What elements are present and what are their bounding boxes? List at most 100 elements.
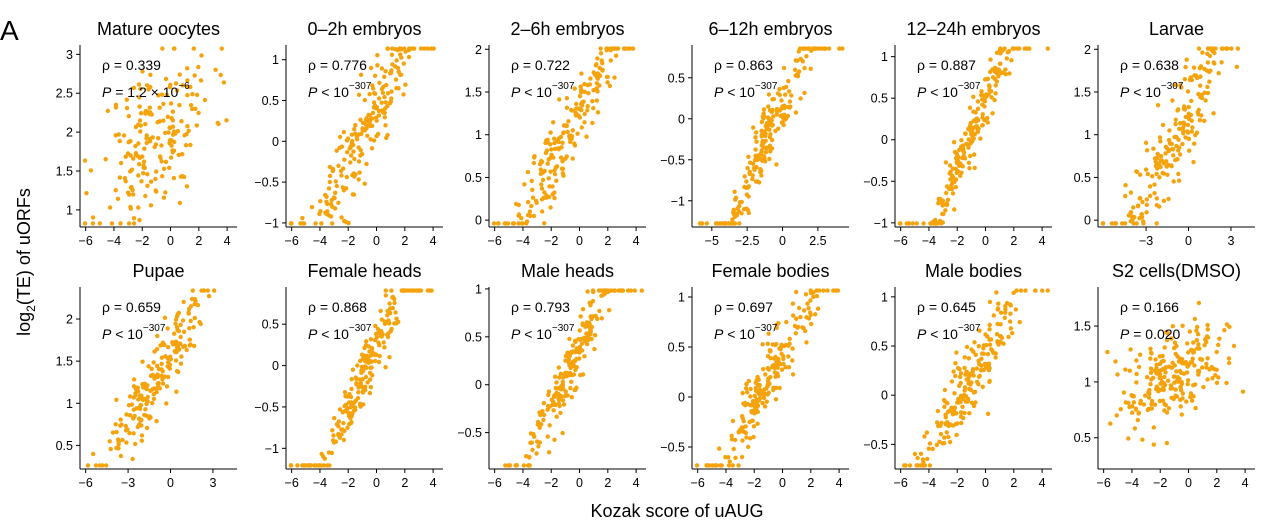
data-point xyxy=(978,93,984,98)
y-tick-label: 0 xyxy=(1084,214,1091,228)
data-point xyxy=(588,76,593,81)
data-point xyxy=(1204,361,1209,367)
data-point xyxy=(185,66,190,71)
data-point xyxy=(945,409,951,415)
data-point xyxy=(113,188,118,193)
data-point xyxy=(1105,349,1110,355)
data-point xyxy=(129,167,135,172)
data-point xyxy=(1177,145,1182,150)
data-point xyxy=(993,91,998,96)
data-point xyxy=(327,179,332,185)
data-point xyxy=(545,137,550,142)
x-tick-label: −2 xyxy=(1153,476,1167,490)
data-point xyxy=(958,399,963,405)
data-point xyxy=(137,104,142,109)
data-point xyxy=(375,53,380,58)
data-point xyxy=(745,165,750,171)
data-point xyxy=(177,72,182,77)
data-point xyxy=(383,106,388,111)
data-point xyxy=(522,182,527,187)
data-point xyxy=(1130,394,1135,399)
data-point xyxy=(1165,331,1171,336)
data-point xyxy=(1009,58,1014,63)
panel-8: Female heads−1−0.500.5−6 −4 −2 0 2 4ρ = 0.868… xyxy=(254,261,443,490)
data-point xyxy=(1203,98,1208,103)
data-point xyxy=(1235,46,1241,51)
data-point xyxy=(600,68,605,73)
data-point xyxy=(392,300,397,306)
data-point xyxy=(622,46,627,51)
data-point xyxy=(372,337,378,343)
data-point xyxy=(359,131,364,137)
data-point xyxy=(565,129,570,135)
scatter-points xyxy=(85,288,217,468)
data-point xyxy=(587,82,593,87)
data-point xyxy=(1212,367,1218,372)
data-point xyxy=(975,99,981,104)
data-point xyxy=(136,82,142,87)
data-point xyxy=(560,398,566,403)
data-point xyxy=(155,120,160,125)
data-point xyxy=(354,381,359,386)
data-point xyxy=(382,110,387,115)
data-point xyxy=(123,179,128,184)
y-tick-label: 0.5 xyxy=(262,94,279,108)
data-point xyxy=(804,340,809,345)
data-point xyxy=(184,131,189,137)
data-point xyxy=(779,120,785,125)
data-point xyxy=(969,347,974,352)
y-tick-label: 1.5 xyxy=(1074,85,1091,99)
data-point xyxy=(173,339,179,344)
data-point xyxy=(133,143,138,149)
data-point xyxy=(402,46,407,51)
data-point xyxy=(1003,72,1008,77)
data-point xyxy=(542,221,547,226)
data-point xyxy=(156,136,161,141)
data-point xyxy=(532,154,537,159)
p-value-label: P = 0.020 xyxy=(1120,326,1181,342)
data-point xyxy=(1136,203,1141,208)
data-point xyxy=(396,69,401,75)
data-point xyxy=(784,319,789,325)
data-point xyxy=(525,169,531,175)
data-point xyxy=(137,217,142,223)
y-tick-label: 1.5 xyxy=(465,85,482,99)
data-point xyxy=(539,159,545,164)
data-point xyxy=(966,381,971,386)
data-point xyxy=(160,174,165,179)
panel-title: 0–2h embryos xyxy=(307,19,421,39)
data-point xyxy=(369,359,374,364)
data-point xyxy=(180,318,186,323)
data-point xyxy=(980,97,985,102)
data-point xyxy=(1205,327,1211,332)
data-point xyxy=(1172,374,1177,379)
data-point xyxy=(943,160,949,165)
data-point xyxy=(980,123,985,128)
data-point xyxy=(1193,132,1198,138)
data-point xyxy=(1182,77,1188,82)
x-tick-label: −2 xyxy=(341,476,355,490)
data-point xyxy=(131,216,137,221)
data-point xyxy=(336,424,341,429)
y-tick-label: 0 xyxy=(272,359,279,373)
data-point xyxy=(137,118,143,123)
data-point xyxy=(928,221,933,226)
data-point xyxy=(1192,316,1198,322)
data-point xyxy=(385,132,390,138)
data-point xyxy=(1240,389,1246,394)
data-point xyxy=(589,336,594,342)
data-point xyxy=(765,366,770,371)
data-point xyxy=(542,190,547,195)
data-point xyxy=(202,97,208,103)
data-point xyxy=(1185,122,1191,128)
rho-label: ρ = 0.722 xyxy=(511,57,570,73)
data-point xyxy=(160,381,166,386)
data-point xyxy=(1126,400,1131,406)
data-point xyxy=(1185,381,1190,387)
data-point xyxy=(616,288,621,293)
data-point xyxy=(1159,154,1164,159)
panel-title: Female bodies xyxy=(711,261,829,281)
data-point xyxy=(173,81,179,86)
data-point xyxy=(147,105,152,110)
data-point xyxy=(963,131,968,136)
